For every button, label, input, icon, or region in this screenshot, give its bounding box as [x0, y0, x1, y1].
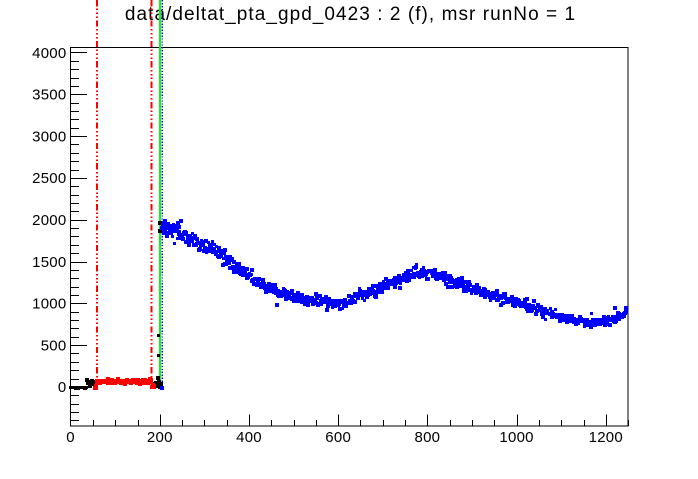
svg-text:500: 500	[41, 337, 67, 354]
svg-text:0: 0	[66, 429, 75, 446]
svg-text:400: 400	[236, 429, 262, 446]
svg-text:600: 600	[325, 429, 351, 446]
svg-text:1200: 1200	[589, 429, 623, 446]
svg-text:200: 200	[147, 429, 173, 446]
svg-text:1000: 1000	[32, 296, 66, 313]
svg-text:1000: 1000	[499, 429, 533, 446]
svg-text:4000: 4000	[32, 45, 66, 62]
svg-text:1500: 1500	[32, 254, 66, 271]
svg-text:0: 0	[58, 379, 67, 396]
svg-text:data/deltat_pta_gpd_0423 : 2 (: data/deltat_pta_gpd_0423 : 2 (f), msr ru…	[125, 4, 576, 25]
svg-text:800: 800	[415, 429, 441, 446]
svg-text:3000: 3000	[32, 128, 66, 145]
svg-text:2000: 2000	[32, 212, 66, 229]
svg-text:3500: 3500	[32, 87, 66, 104]
svg-text:2500: 2500	[32, 170, 66, 187]
